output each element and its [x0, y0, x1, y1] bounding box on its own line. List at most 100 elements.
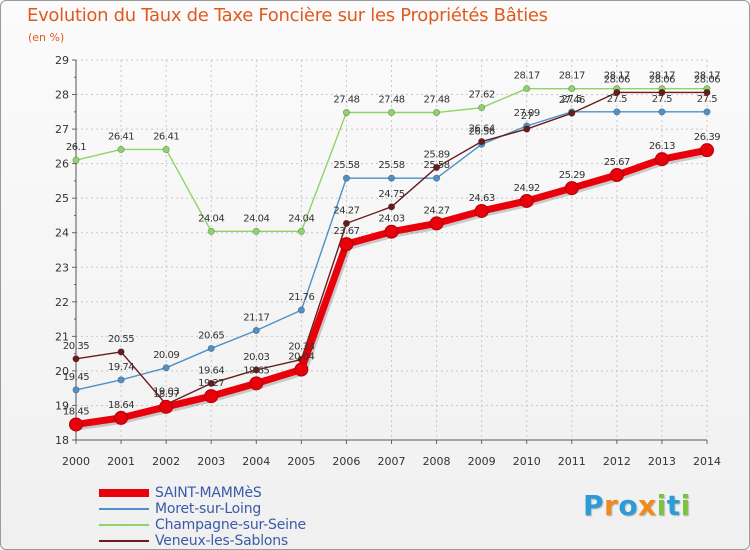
data-point	[523, 85, 531, 93]
x-tick-label: 2000	[62, 455, 90, 468]
x-tick-label: 2002	[152, 455, 180, 468]
data-point	[294, 362, 309, 377]
legend-swatch	[99, 489, 149, 497]
chart-title: Evolution du Taux de Taxe Foncière sur l…	[27, 5, 548, 26]
data-label: 26.1	[66, 142, 86, 153]
data-point	[474, 203, 489, 218]
y-tick-label: 24	[55, 227, 69, 240]
x-tick-label: 2001	[107, 455, 135, 468]
data-label: 20.33	[288, 342, 314, 353]
data-point	[72, 156, 80, 164]
data-point	[478, 138, 486, 146]
data-label: 19.74	[108, 362, 134, 373]
y-tick-label: 18	[55, 434, 69, 447]
x-tick-label: 2009	[468, 455, 496, 468]
data-point	[568, 109, 576, 117]
y-tick-label: 25	[55, 192, 69, 205]
data-label: 19.03	[153, 386, 179, 397]
data-label: 25.58	[378, 160, 404, 171]
data-point	[568, 85, 576, 93]
logo-letter: t	[666, 489, 681, 522]
legend-item: SAINT-MAMMèS	[99, 485, 306, 501]
legend-item: Moret-sur-Loing	[99, 501, 306, 517]
data-point	[523, 125, 531, 133]
data-point	[252, 326, 260, 334]
data-point	[433, 174, 441, 182]
data-label: 24.04	[288, 213, 314, 224]
data-point	[72, 386, 80, 394]
data-label: 28.17	[694, 71, 720, 82]
data-point	[342, 109, 350, 117]
data-point	[658, 88, 666, 96]
data-point	[207, 344, 215, 352]
data-point	[342, 174, 350, 182]
data-label: 27.5	[562, 94, 582, 105]
data-label: 27	[521, 111, 533, 122]
data-label: 19.45	[63, 372, 89, 383]
data-point	[117, 145, 125, 153]
data-label: 28.17	[604, 71, 630, 82]
data-point	[207, 379, 215, 387]
data-label: 25.58	[333, 160, 359, 171]
logo-letter: o	[618, 489, 639, 522]
y-tick-label: 27	[55, 123, 69, 136]
y-tick-label: 26	[55, 158, 69, 171]
data-label: 18.97	[153, 389, 179, 400]
data-label: 28.17	[649, 71, 675, 82]
x-tick-label: 2007	[378, 455, 406, 468]
data-point	[339, 237, 354, 252]
data-label: 20.55	[108, 334, 134, 345]
data-point	[433, 109, 441, 117]
data-label: 27.62	[469, 90, 495, 101]
data-point	[700, 143, 714, 158]
data-point	[297, 306, 305, 314]
y-tick-label: 21	[55, 330, 69, 343]
legend-label: Moret-sur-Loing	[155, 501, 262, 517]
data-point	[159, 399, 174, 414]
data-label: 20.65	[198, 330, 224, 341]
legend-label: SAINT-MAMMèS	[155, 485, 262, 501]
data-point	[387, 174, 395, 182]
legend-label: Champagne-sur-Seine	[155, 517, 306, 533]
data-label: 18.45	[63, 406, 89, 417]
data-point	[433, 163, 441, 171]
logo-letter: i	[680, 489, 691, 522]
y-axis-unit: (en %)	[28, 31, 65, 44]
legend-item: Veneux-les-Sablons	[99, 533, 306, 549]
data-label: 28.17	[559, 71, 585, 82]
data-point	[478, 104, 486, 112]
y-tick-label: 22	[55, 296, 69, 309]
data-label: 24.75	[378, 189, 404, 200]
x-tick-label: 2012	[603, 455, 631, 468]
y-tick-label: 28	[55, 89, 69, 102]
data-label: 27.5	[652, 94, 672, 105]
data-point	[703, 88, 711, 96]
data-point	[703, 108, 711, 116]
data-label: 26.64	[469, 124, 495, 135]
legend-swatch	[99, 524, 149, 526]
data-label: 24.27	[424, 205, 450, 216]
data-label: 20.09	[153, 350, 179, 361]
legend-item: Champagne-sur-Seine	[99, 517, 306, 533]
data-point	[429, 216, 444, 231]
data-label: 28.06	[694, 74, 720, 85]
y-tick-label: 29	[55, 54, 69, 67]
data-label: 24.63	[469, 193, 495, 204]
data-point	[297, 227, 305, 235]
logo-letter: x	[638, 489, 657, 522]
data-label: 24.92	[514, 183, 540, 194]
data-label: 19.27	[198, 378, 224, 389]
data-label: 19.65	[243, 365, 269, 376]
data-point	[387, 203, 395, 211]
proxiti-logo: Proxiti	[583, 489, 691, 522]
data-point	[613, 88, 621, 96]
y-tick-label: 23	[55, 261, 69, 274]
data-label: 26.13	[649, 141, 675, 152]
data-point	[117, 348, 125, 356]
legend-swatch	[99, 508, 149, 510]
x-tick-label: 2006	[332, 455, 360, 468]
data-label: 20.35	[63, 341, 89, 352]
data-label: 24.04	[198, 213, 224, 224]
data-point	[387, 109, 395, 117]
